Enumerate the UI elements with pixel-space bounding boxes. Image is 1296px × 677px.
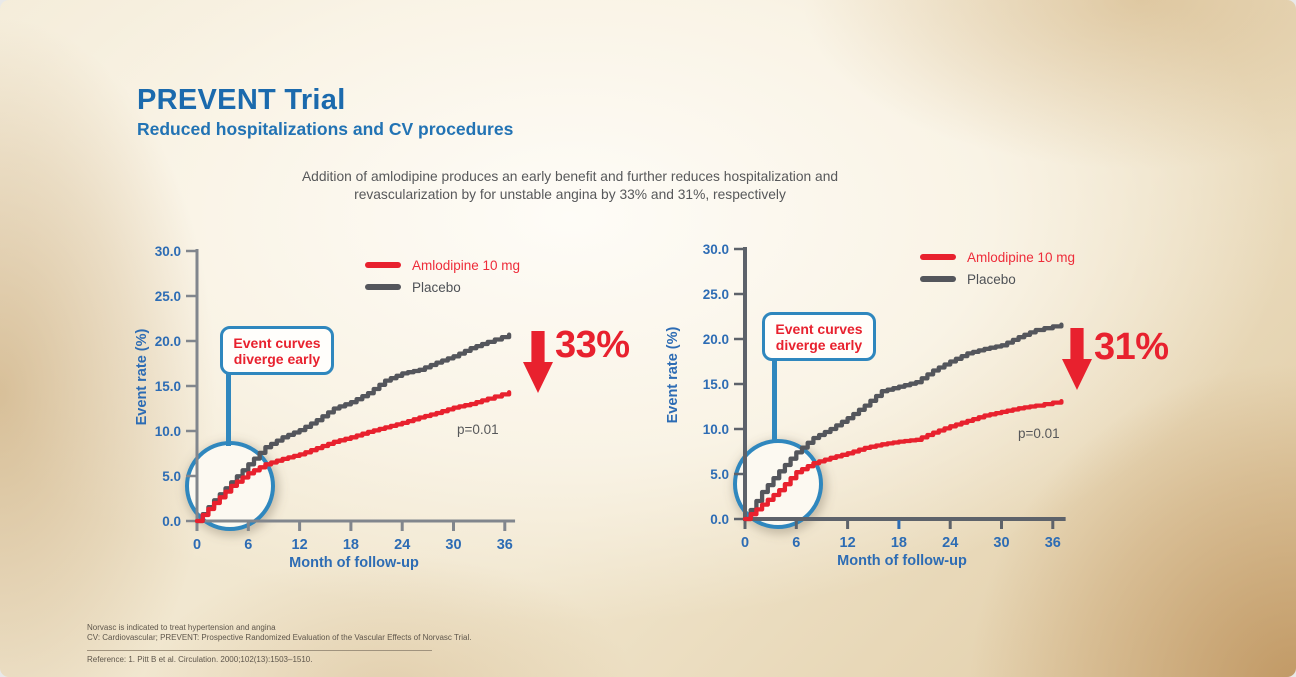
chart-left: 0.0 5.0 10.0 15.0 20.0 25.0 30.0 0 6 12 18 24 30 36 E… xyxy=(134,236,630,581)
callout-connector xyxy=(226,374,231,446)
legend: Amlodipine 10 mg Placebo xyxy=(920,246,1075,290)
svg-text:30: 30 xyxy=(445,537,461,553)
description: Addition of amlodipine produces an early… xyxy=(250,168,890,204)
svg-text:24: 24 xyxy=(394,537,410,553)
divergence-callout: Event curves diverge early xyxy=(762,312,876,362)
svg-text:12: 12 xyxy=(292,537,308,553)
footnote-reference: Reference: 1. Pitt B et al. Circulation.… xyxy=(87,654,313,664)
svg-text:12: 12 xyxy=(840,535,856,551)
legend-row-placebo: Placebo xyxy=(920,268,1075,290)
svg-text:36: 36 xyxy=(497,537,513,553)
reduction-percent: 31% xyxy=(1094,326,1169,368)
page-title: PREVENT Trial xyxy=(137,84,346,116)
legend-row-placebo: Placebo xyxy=(365,276,520,298)
amlodipine-curve xyxy=(194,390,512,524)
chart-right: 0.0 5.0 10.0 15.0 20.0 25.0 30.0 0 6 12 18 24 30 36 E… xyxy=(665,234,1169,579)
y-axis-title: Event rate (%) xyxy=(665,326,681,424)
description-line2: revascularization by for unstable angina… xyxy=(354,187,786,203)
svg-text:6: 6 xyxy=(244,537,252,553)
footnote: Norvasc is indicated to treat hypertensi… xyxy=(87,623,471,665)
divergence-callout: Event curves diverge early xyxy=(220,326,334,376)
page-subtitle: Reduced hospitalizations and CV procedur… xyxy=(137,119,514,139)
reduction-percent: 33% xyxy=(555,324,630,366)
tick-labels: 0.0 5.0 10.0 15.0 20.0 25.0 30.0 0 6 12 18 24 30 36 xyxy=(703,242,1061,551)
svg-text:36: 36 xyxy=(1045,535,1061,551)
svg-text:0: 0 xyxy=(741,535,749,551)
amlodipine-line-swatch xyxy=(365,262,401,268)
chart-right-plot: 0.0 5.0 10.0 15.0 20.0 25.0 30.0 0 6 12 18 24 30 36 xyxy=(703,242,1066,551)
legend: Amlodipine 10 mg Placebo xyxy=(365,254,520,298)
svg-text:0.0: 0.0 xyxy=(162,514,181,529)
placebo-curve xyxy=(742,322,1064,522)
svg-text:25.0: 25.0 xyxy=(155,289,181,304)
svg-text:6: 6 xyxy=(792,535,800,551)
placebo-curve xyxy=(194,332,512,524)
description-line1: Addition of amlodipine produces an early… xyxy=(301,169,839,184)
chart-left-plot: 0.0 5.0 10.0 15.0 20.0 25.0 30.0 0 6 12 18 24 30 36 xyxy=(155,244,516,553)
svg-text:30.0: 30.0 xyxy=(703,242,729,257)
svg-text:10.0: 10.0 xyxy=(155,424,181,439)
placebo-line-swatch xyxy=(365,284,401,290)
magnifier-circle-icon xyxy=(733,439,823,529)
footnote-line2: CV: Cardiovascular; PREVENT: Prospective… xyxy=(87,633,472,643)
footnote-line1: Norvasc is indicated to treat hypertensi… xyxy=(87,623,276,632)
legend-label-amlodipine: Amlodipine 10 mg xyxy=(412,257,521,273)
p-value: p=0.01 xyxy=(457,422,499,437)
svg-text:0.0: 0.0 xyxy=(710,512,729,527)
svg-text:18: 18 xyxy=(891,535,907,551)
y-axis-title: Event rate (%) xyxy=(134,328,150,426)
svg-text:24: 24 xyxy=(942,535,958,551)
svg-text:30.0: 30.0 xyxy=(155,244,181,259)
legend-row-amlodipine: Amlodipine 10 mg xyxy=(920,246,1075,268)
placebo-line-swatch xyxy=(920,276,956,282)
axes xyxy=(186,249,516,531)
svg-text:15.0: 15.0 xyxy=(155,379,181,394)
p-value: p=0.01 xyxy=(1018,426,1060,441)
x-axis-title: Month of follow-up xyxy=(289,555,419,571)
svg-text:5.0: 5.0 xyxy=(162,469,181,484)
axes xyxy=(734,247,1066,529)
svg-text:20.0: 20.0 xyxy=(155,334,181,349)
svg-text:18: 18 xyxy=(343,537,359,553)
svg-text:5.0: 5.0 xyxy=(710,467,729,482)
legend-label-amlodipine: Amlodipine 10 mg xyxy=(967,249,1076,265)
amlodipine-line-swatch xyxy=(920,254,956,260)
footnote-divider xyxy=(87,649,432,651)
amlodipine-curve xyxy=(742,398,1064,522)
callout-connector xyxy=(772,360,777,442)
legend-label-placebo: Placebo xyxy=(412,279,461,295)
tick-labels: 0.0 5.0 10.0 15.0 20.0 25.0 30.0 0 6 12 18 24 30 36 xyxy=(155,244,513,553)
svg-text:15.0: 15.0 xyxy=(703,377,729,392)
legend-row-amlodipine: Amlodipine 10 mg xyxy=(365,254,520,276)
svg-text:30: 30 xyxy=(993,535,1009,551)
svg-text:20.0: 20.0 xyxy=(703,332,729,347)
x-axis-title: Month of follow-up xyxy=(837,553,967,569)
legend-label-placebo: Placebo xyxy=(967,271,1016,287)
svg-text:0: 0 xyxy=(193,537,201,553)
svg-text:25.0: 25.0 xyxy=(703,287,729,302)
svg-text:10.0: 10.0 xyxy=(703,422,729,437)
